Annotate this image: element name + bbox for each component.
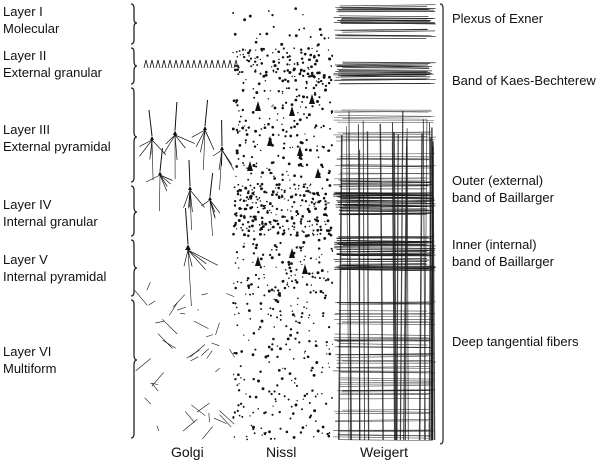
layer-label-6: Layer VI Multiform: [3, 343, 56, 377]
band-label-kaes-bechterew: Band of Kaes-Bechterew: [452, 72, 596, 89]
band-brackets: [439, 3, 444, 445]
layer-label-3: Layer III External pyramidal: [3, 121, 111, 155]
layer-name: Layer III: [3, 122, 50, 137]
layer-label-2: Layer II External granular: [3, 47, 102, 81]
band-line: Band of Kaes-Bechterew: [452, 73, 596, 88]
band-label-inner-baillarger: Inner (internal) band of Baillarger: [452, 236, 554, 270]
band-line: Outer (external): [452, 173, 544, 188]
band-line: band of Baillarger: [452, 254, 554, 269]
nissl-column-drawing: [231, 7, 334, 441]
layer-name: Layer I: [3, 4, 43, 19]
band-line: band of Baillarger: [452, 190, 554, 205]
layer-name: Layer IV: [3, 197, 52, 212]
layer-desc: Molecular: [3, 21, 60, 36]
band-line: Deep tangential fibers: [452, 334, 579, 349]
band-line: Inner (internal): [452, 237, 537, 252]
band-label-deep-tangential: Deep tangential fibers: [452, 333, 578, 350]
weigert-column-drawing: [333, 4, 436, 442]
layer-name: Layer VI: [3, 344, 52, 359]
band-label-outer-baillarger: Outer (external) band of Baillarger: [452, 172, 554, 206]
layer-name: Layer II: [3, 48, 47, 63]
layer-label-4: Layer IV Internal granular: [3, 196, 98, 230]
layer-desc: Internal pyramidal: [3, 269, 107, 284]
layer-name: Layer V: [3, 252, 48, 267]
layer-label-1: Layer I Molecular: [3, 3, 59, 37]
band-line: Plexus of Exner: [452, 11, 544, 26]
layer-desc: External pyramidal: [3, 139, 111, 154]
column-label-nissl: Nissl: [266, 444, 297, 460]
band-label-exner: Plexus of Exner: [452, 10, 543, 27]
layer-desc: Internal granular: [3, 214, 98, 229]
golgi-column-drawing: [134, 59, 239, 440]
layer-desc: External granular: [3, 65, 102, 80]
layer-label-5: Layer V Internal pyramidal: [3, 251, 106, 285]
column-label-golgi: Golgi: [171, 444, 204, 460]
layer-desc: Multiform: [3, 361, 57, 376]
column-label-weigert: Weigert: [360, 444, 408, 460]
layer-brackets: [130, 3, 138, 439]
